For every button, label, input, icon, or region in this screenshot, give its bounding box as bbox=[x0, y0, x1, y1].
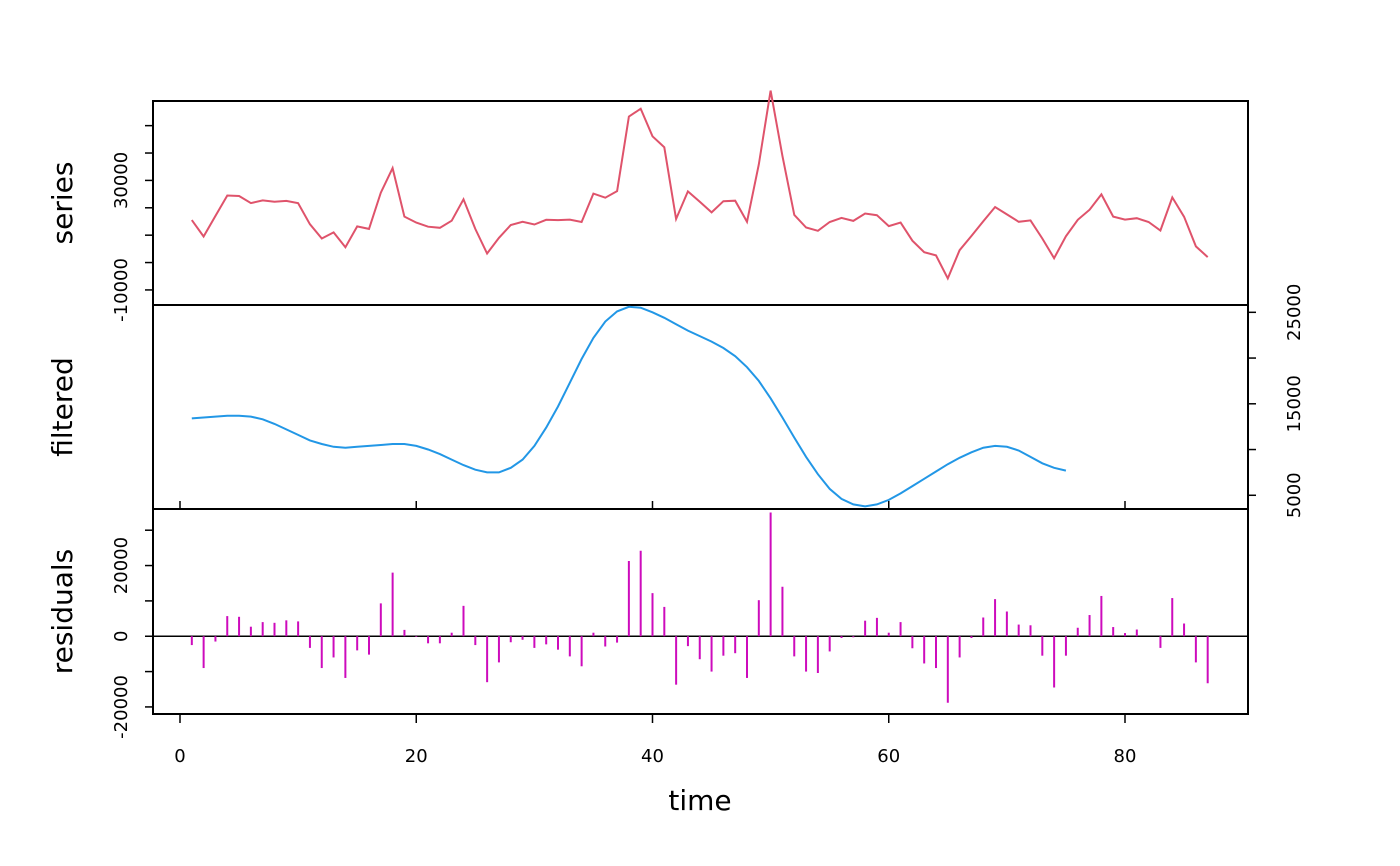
y-tick-label: 20000 bbox=[111, 537, 132, 594]
y-tick-label: -10000 bbox=[111, 258, 132, 322]
x-tick-label: 20 bbox=[405, 746, 428, 767]
series-line-series bbox=[190, 90, 1209, 281]
x-tick-label: 40 bbox=[641, 746, 664, 767]
y-tick-label: 15000 bbox=[1284, 375, 1305, 432]
panel-residuals: -20000 0 20000 residuals bbox=[46, 501, 1249, 739]
x-axis: 0 20 40 60 80 bbox=[174, 714, 1136, 767]
y-tick-label: 30000 bbox=[111, 152, 132, 209]
y-axis-title-filtered: filtered bbox=[46, 357, 79, 457]
y-tick-label: 25000 bbox=[1284, 284, 1305, 341]
y-tick-label: 5000 bbox=[1284, 472, 1305, 518]
y-axis-title-series: series bbox=[46, 162, 79, 245]
panel-frame bbox=[152, 508, 1249, 715]
y-axis-title-residuals: residuals bbox=[46, 549, 79, 675]
x-axis-title: time bbox=[668, 784, 731, 817]
y-tick-label: 0 bbox=[111, 631, 132, 642]
y-tick-label: -20000 bbox=[111, 675, 132, 739]
series-line-filtered bbox=[191, 305, 1067, 508]
chart-panels: -10000 30000 series 5000 15000 25000 filtered -… bbox=[46, 90, 1305, 739]
x-tick-label: 60 bbox=[877, 746, 900, 767]
panel-series: -10000 30000 series bbox=[46, 90, 1249, 322]
x-tick-label: 80 bbox=[1114, 746, 1137, 767]
panel-filtered: 5000 15000 25000 filtered bbox=[46, 284, 1305, 518]
x-tick-label: 0 bbox=[174, 746, 185, 767]
